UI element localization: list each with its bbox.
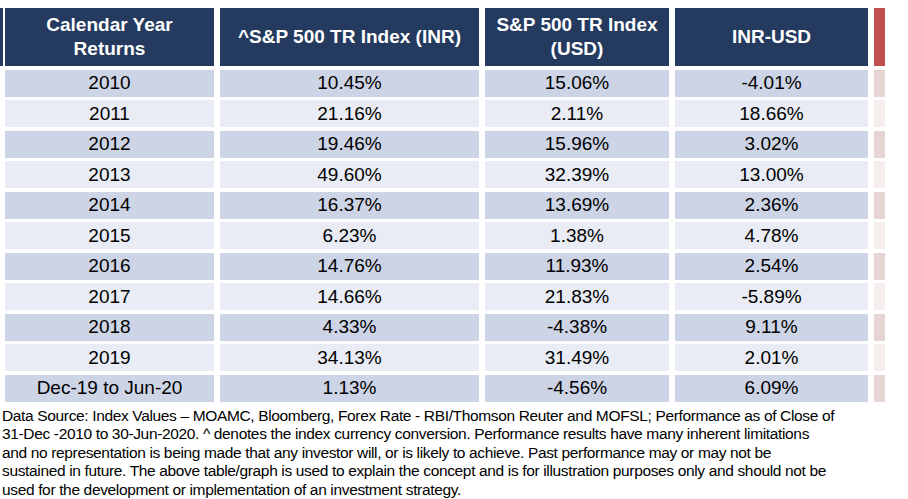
cell-inr-usd: 4.78% (675, 222, 868, 249)
cell-year: 2019 (5, 344, 214, 371)
cell-year: 2017 (5, 283, 214, 310)
cell-usd-return: 2.11% (485, 100, 669, 127)
cropped-column-strip (874, 131, 885, 158)
cell-usd-return: 32.39% (485, 161, 669, 188)
cell-inr-usd: 18.66% (675, 100, 868, 127)
cropped-column-strip (874, 161, 885, 188)
disclaimer-line: Data Source: Index Values – MOAMC, Bloom… (2, 407, 908, 426)
cropped-column-strip-header (874, 8, 885, 66)
cropped-column-strip (874, 100, 885, 127)
cropped-column-strip (874, 222, 885, 249)
cell-year: Dec-19 to Jun-20 (5, 375, 214, 402)
cell-year: 2013 (5, 161, 214, 188)
cell-year: 2014 (5, 192, 214, 219)
cropped-column-strip (874, 192, 885, 219)
cropped-column-strip (874, 375, 885, 402)
cell-inr-usd: 13.00% (675, 161, 868, 188)
disclaimer-line: used for the development or implementati… (2, 481, 908, 499)
header-line: Calendar Year (46, 13, 172, 37)
cell-year: 2010 (5, 70, 214, 97)
cell-inr-usd: 3.02% (675, 131, 868, 158)
cell-inr-usd: 2.54% (675, 253, 868, 280)
table-left-crop-sliver (0, 8, 3, 66)
cell-year: 2011 (5, 100, 214, 127)
cell-usd-return: 15.96% (485, 131, 669, 158)
cropped-column-strip (874, 70, 885, 97)
header-line: Returns (74, 37, 146, 61)
cell-inr-usd: 2.36% (675, 192, 868, 219)
cropped-column-strip (874, 283, 885, 310)
cell-usd-return: 21.83% (485, 283, 669, 310)
cell-inr-return: 34.13% (220, 344, 479, 371)
cell-inr-return: 4.33% (220, 314, 479, 341)
cell-year: 2018 (5, 314, 214, 341)
calendar-year-returns-page: Calendar Year Returns ^S&P 500 TR Index … (0, 0, 908, 499)
cell-inr-return: 21.16% (220, 100, 479, 127)
cell-inr-return: 16.37% (220, 192, 479, 219)
cell-inr-usd: -5.89% (675, 283, 868, 310)
cell-usd-return: 15.06% (485, 70, 669, 97)
cell-usd-return: -4.56% (485, 375, 669, 402)
header-inr-usd: INR-USD (675, 8, 868, 66)
cell-inr-return: 14.76% (220, 253, 479, 280)
cell-usd-return: 31.49% (485, 344, 669, 371)
header-line: S&P 500 TR Index (496, 13, 657, 37)
cell-inr-usd: 9.11% (675, 314, 868, 341)
disclaimer-text: Data Source: Index Values – MOAMC, Bloom… (0, 407, 908, 499)
cell-year: 2012 (5, 131, 214, 158)
cell-inr-return: 1.13% (220, 375, 479, 402)
cell-inr-return: 14.66% (220, 283, 479, 310)
header-sp500-tr-inr: ^S&P 500 TR Index (INR) (220, 8, 479, 66)
header-calendar-year-returns: Calendar Year Returns (5, 8, 214, 66)
cell-usd-return: -4.38% (485, 314, 669, 341)
cell-inr-return: 49.60% (220, 161, 479, 188)
cell-inr-usd: 2.01% (675, 344, 868, 371)
header-line: ^S&P 500 TR Index (INR) (238, 25, 461, 49)
header-line: (USD) (551, 37, 604, 61)
cell-year: 2015 (5, 222, 214, 249)
cropped-column-strip (874, 253, 885, 280)
disclaimer-line: 31-Dec -2010 to 30-Jun-2020. ^ denotes t… (2, 425, 908, 444)
cell-inr-return: 19.46% (220, 131, 479, 158)
cell-inr-usd: -4.01% (675, 70, 868, 97)
cell-inr-return: 6.23% (220, 222, 479, 249)
disclaimer-line: and no representation is being made that… (2, 444, 908, 463)
cell-usd-return: 11.93% (485, 253, 669, 280)
header-line: INR-USD (732, 25, 811, 49)
cell-usd-return: 13.69% (485, 192, 669, 219)
cell-year: 2016 (5, 253, 214, 280)
returns-table: Calendar Year Returns ^S&P 500 TR Index … (0, 0, 908, 402)
cropped-column-strip (874, 314, 885, 341)
disclaimer-line: sustained in future. The above table/gra… (2, 462, 908, 481)
cell-inr-return: 10.45% (220, 70, 479, 97)
cropped-column-strip (874, 344, 885, 371)
cell-inr-usd: 6.09% (675, 375, 868, 402)
header-sp500-tr-usd: S&P 500 TR Index (USD) (485, 8, 669, 66)
cell-usd-return: 1.38% (485, 222, 669, 249)
